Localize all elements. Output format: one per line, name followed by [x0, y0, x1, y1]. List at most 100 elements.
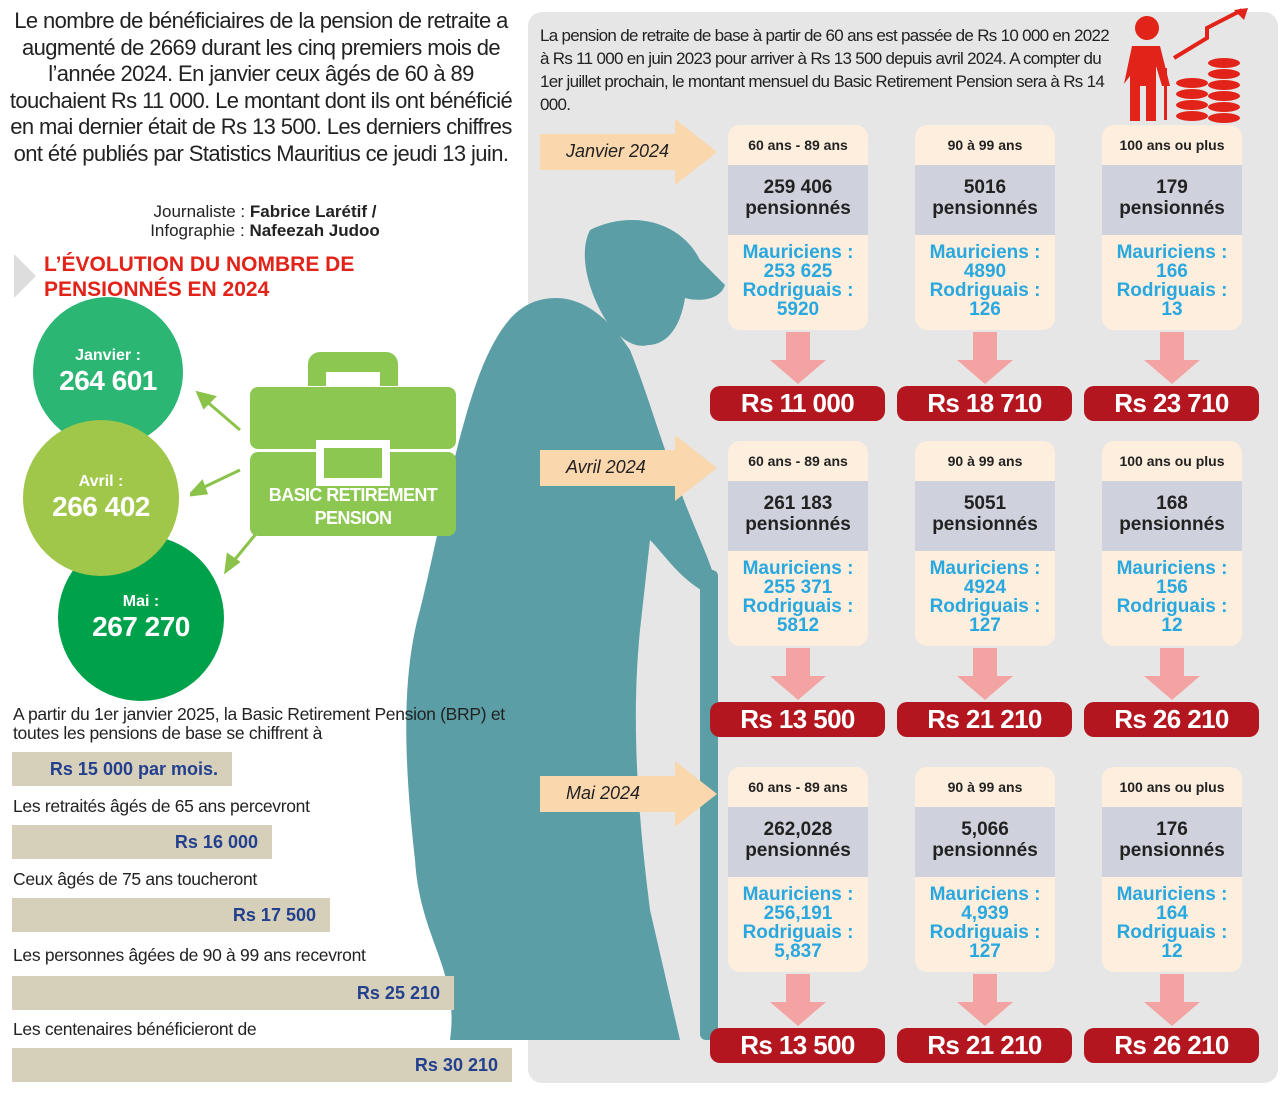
mauriciens-value: 166 — [1156, 261, 1188, 282]
pensioner-count-unit: pensionnés — [745, 840, 851, 861]
rodriguais-label: Rodriguais : — [1116, 280, 1228, 301]
circle-month: Janvier : — [75, 347, 141, 364]
circle-month: Avril : — [78, 473, 124, 490]
rodriguais-label: Rodriguais : — [742, 596, 854, 617]
down-arrow-icon — [1144, 648, 1200, 700]
pensioner-count: 168 pensionnés — [1102, 481, 1242, 551]
down-arrow-icon — [770, 648, 826, 700]
circle-value: 267 270 — [92, 611, 190, 642]
pension-history-note: La pension de retraite de base à partir … — [540, 26, 1110, 114]
pensioner-count-unit: pensionnés — [745, 514, 851, 535]
pension-amount: Rs 26 210 — [1084, 702, 1259, 737]
infographic-name: Nafeezah Judoo — [249, 221, 380, 240]
down-arrow-icon — [1144, 332, 1200, 384]
pensioner-count-value: 259 406 — [763, 177, 833, 198]
pensioner-count-unit: pensionnés — [1119, 198, 1225, 219]
briefcase-label-line1: BASIC RETIREMENT — [268, 485, 438, 505]
mauriciens-value: 4,939 — [961, 903, 1009, 924]
journalist-label: Journaliste : — [153, 202, 250, 221]
circle-value: 264 601 — [59, 365, 157, 396]
rodriguais-label: Rodriguais : — [742, 922, 854, 943]
age-group-card: 90 à 99 ans 5051 pensionnés Mauriciens :492… — [915, 441, 1055, 646]
month-arrow: Janvier 2024 — [540, 119, 717, 185]
age-group-label: 90 à 99 ans — [947, 779, 1023, 795]
mauriciens-label: Mauriciens : — [1116, 242, 1228, 263]
journalist-name: Fabrice Larétif / — [249, 202, 377, 221]
rodriguais-value: 12 — [1161, 941, 1183, 962]
age-group-label: 90 à 99 ans — [947, 137, 1023, 153]
future-pension-amount: Rs 30 210 — [12, 1048, 512, 1082]
evolution-title-line1: L’ÉVOLUTION DU NOMBRE DE — [44, 253, 355, 276]
age-group-label: 60 ans - 89 ans — [748, 137, 848, 153]
pensioner-count-unit: pensionnés — [1119, 514, 1225, 535]
month-arrow-tip-icon — [675, 119, 717, 185]
mauriciens-value: 256,191 — [763, 903, 833, 924]
month-arrow-body — [540, 450, 685, 486]
pensioner-breakdown: Mauriciens :156 Rodriguais :12 — [1102, 551, 1242, 635]
mauriciens-label: Mauriciens : — [929, 884, 1041, 905]
pensioner-breakdown: Mauriciens :255 371 Rodriguais :5812 — [728, 551, 868, 635]
circle-month: Mai : — [122, 593, 160, 610]
elderly-silhouette-icon — [406, 220, 725, 1041]
age-group-card: 60 ans - 89 ans 262,028 pensionnés Mauricie… — [728, 767, 868, 972]
circle-value: 266 402 — [52, 491, 150, 522]
month-arrow-tip-icon — [675, 761, 717, 827]
pension-amount: Rs 13 500 — [710, 702, 885, 737]
rodriguais-value: 5,837 — [774, 941, 822, 962]
pensioner-count-unit: pensionnés — [1119, 840, 1225, 861]
credits: Journaliste : Fabrice Larétif / Infograp… — [100, 202, 430, 240]
pensioner-breakdown: Mauriciens :4,939 Rodriguais :127 — [915, 877, 1055, 961]
pensioner-count-value: 5016 — [963, 177, 1007, 198]
month-label: Avril 2024 — [566, 457, 646, 477]
mauriciens-label: Mauriciens : — [929, 242, 1041, 263]
age-group-label: 100 ans ou plus — [1119, 779, 1225, 795]
mauriciens-value: 4924 — [963, 577, 1007, 598]
pensioner-count: 261 183 pensionnés — [728, 481, 868, 551]
rodriguais-label: Rodriguais : — [1116, 922, 1228, 943]
rodriguais-value: 13 — [1161, 299, 1183, 320]
pension-amount: Rs 26 210 — [1084, 1028, 1259, 1063]
pension-amount: Rs 13 500 — [710, 1028, 885, 1063]
month-label: Mai 2024 — [566, 783, 641, 803]
circle-janvier: Janvier : 264 601 — [33, 297, 183, 447]
month-arrow: Mai 2024 — [540, 761, 717, 827]
month-arrow-body — [540, 776, 685, 812]
pension-amount: Rs 18 710 — [897, 386, 1072, 421]
down-arrow-icon — [957, 974, 1013, 1026]
future-pension-amount: Rs 16 000 — [12, 825, 272, 859]
down-arrow-icon — [1144, 974, 1200, 1026]
pensioner-count-value: 5051 — [963, 493, 1007, 514]
pensioner-count: 179 pensionnés — [1102, 165, 1242, 235]
mauriciens-label: Mauriciens : — [742, 884, 854, 905]
pension-growth-icon — [1124, 8, 1248, 123]
pension-amount: Rs 11 000 — [710, 386, 885, 421]
pensioner-count-value: 179 — [1156, 177, 1188, 198]
pensioner-count-unit: pensionnés — [932, 514, 1038, 535]
rodriguais-value: 127 — [969, 941, 1001, 962]
rodriguais-label: Rodriguais : — [929, 280, 1041, 301]
infographic-label: Infographie : — [150, 221, 250, 240]
triangle-marker-icon — [14, 254, 36, 298]
down-arrow-icon — [770, 332, 826, 384]
age-group-card: 100 ans ou plus 179 pensionnés Mauriciens :… — [1102, 125, 1242, 330]
pensioner-count: 5,066 pensionnés — [915, 807, 1055, 877]
future-pension-text: Les retraités âgés de 65 ans percevront — [13, 796, 310, 816]
pensioner-count-unit: pensionnés — [932, 198, 1038, 219]
age-group-label: 100 ans ou plus — [1119, 453, 1225, 469]
briefcase-icon — [250, 352, 456, 536]
rodriguais-value: 12 — [1161, 615, 1183, 636]
briefcase-label: BASIC RETIREMENT PENSION — [250, 484, 456, 530]
pensioner-count-value: 176 — [1156, 819, 1188, 840]
rodriguais-value: 127 — [969, 615, 1001, 636]
age-group-label: 100 ans ou plus — [1119, 137, 1225, 153]
pensioner-count: 176 pensionnés — [1102, 807, 1242, 877]
future-pension-amount: Rs 25 210 — [12, 976, 454, 1010]
mauriciens-value: 253 625 — [763, 261, 833, 282]
intro-paragraph: Le nombre de bénéficiaires de la pension… — [9, 8, 513, 166]
pensioner-count-value: 262,028 — [763, 819, 833, 840]
pensioner-breakdown: Mauriciens :4924 Rodriguais :127 — [915, 551, 1055, 635]
pension-amount: Rs 23 710 — [1084, 386, 1259, 421]
pensioner-breakdown: Mauriciens :256,191 Rodriguais :5,837 — [728, 877, 868, 961]
pensioner-count-value: 5,066 — [961, 819, 1009, 840]
pensioner-count-value: 261 183 — [763, 493, 833, 514]
